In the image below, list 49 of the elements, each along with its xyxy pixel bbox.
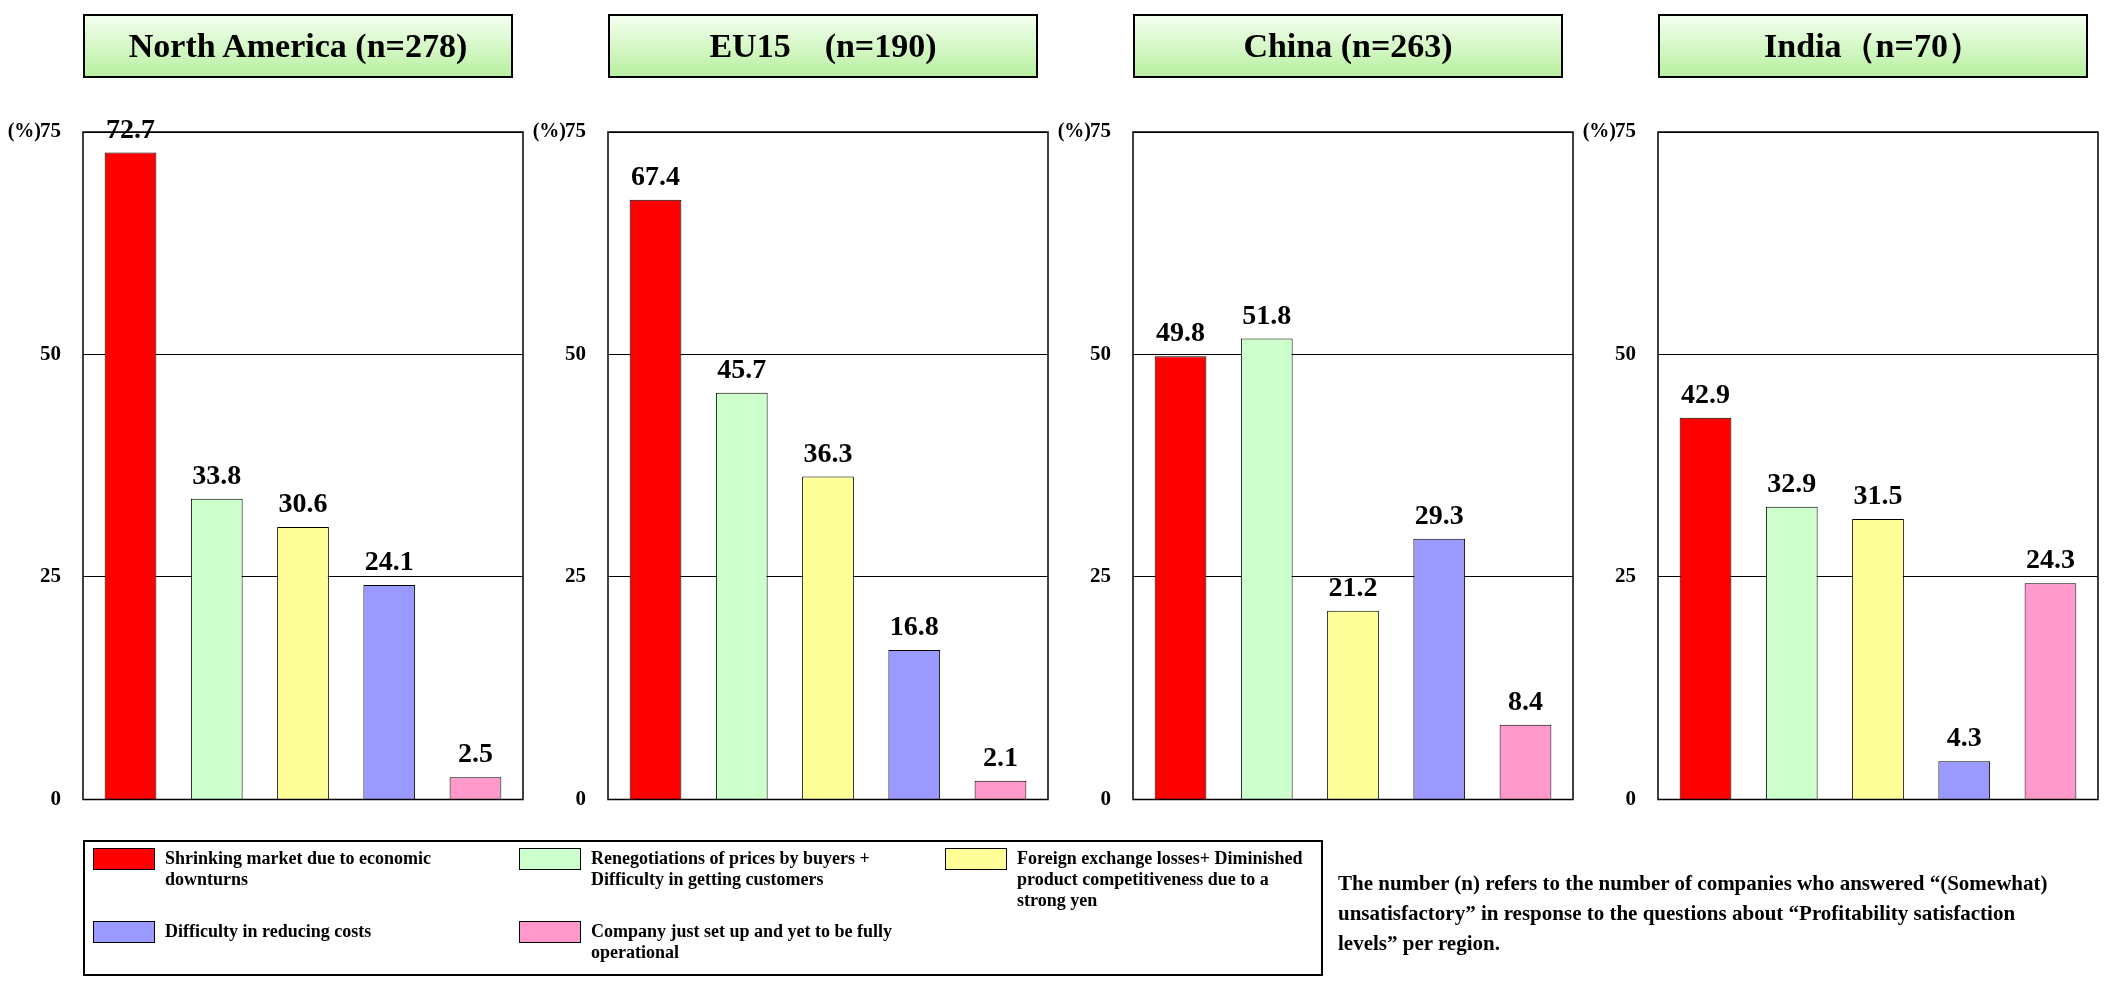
data-label: 42.9 (1681, 377, 1731, 409)
y-tick-label: 75 (40, 118, 61, 143)
y-tick-label: 75 (1090, 118, 1111, 143)
data-label: 67.4 (631, 159, 681, 191)
data-label: 29.3 (1414, 498, 1464, 530)
chart-title: India（n=70） (1658, 14, 2088, 78)
data-label: 36.3 (803, 436, 853, 468)
y-tick-label: 0 (1100, 785, 1111, 810)
data-label: 24.1 (364, 545, 414, 577)
legend-label: Shrinking market due to economic downturns (165, 848, 432, 890)
legend-label: Difficulty in reducing costs (165, 920, 372, 942)
data-label: 30.6 (278, 487, 328, 519)
data-label: 8.4 (1507, 684, 1543, 716)
y-axis-title: (%) (1582, 119, 1616, 143)
y-tick-label: 25 (40, 563, 61, 588)
y-tick-label: 0 (575, 785, 586, 810)
data-label: 4.3 (1946, 721, 1982, 753)
y-tick-label: 50 (1615, 340, 1636, 365)
data-label: 24.3 (2025, 543, 2075, 575)
data-label: 16.8 (889, 610, 939, 642)
data-label: 51.8 (1242, 298, 1292, 330)
data-label: 31.5 (1853, 479, 1903, 511)
text: The number (n) refers to the number of companies who answered “(Somewhat) unsatisfactory” in response to the questions about “Profitability satisfaction levels” per region. (1338, 870, 2049, 957)
chart-title: China (n=263) (1133, 14, 1563, 78)
data-label: 32.9 (1767, 466, 1817, 498)
y-tick-label: 25 (1090, 563, 1111, 588)
chart-title: North America (n=278) (83, 14, 513, 78)
y-tick-label: 50 (40, 340, 61, 365)
y-axis-title: (%) (7, 119, 41, 143)
y-tick-label: 0 (50, 785, 61, 810)
y-tick-label: 75 (1615, 118, 1636, 143)
legend-label: Company just set up and yet to be fully operational (591, 920, 894, 963)
y-tick-label: 25 (1615, 563, 1636, 588)
legend-label: Renegotiations of prices by buyers + Difficulty in getting customers (591, 848, 871, 890)
y-axis-title: (%) (532, 119, 566, 143)
data-label: 2.5 (457, 737, 493, 769)
y-tick-label: 75 (565, 118, 586, 143)
data-label: 49.8 (1156, 316, 1206, 348)
legend-label: Foreign exchange losses+ Diminished product competitiveness due to a strong yen (1017, 848, 1304, 911)
y-axis-title: (%) (1057, 119, 1091, 143)
chart-title: EU15 (n=190) (608, 14, 1038, 78)
data-label: 2.1 (982, 740, 1018, 772)
data-label: 45.7 (717, 352, 767, 384)
y-tick-label: 50 (1090, 340, 1111, 365)
y-tick-label: 0 (1625, 785, 1636, 810)
data-label: 33.8 (192, 458, 242, 490)
y-tick-label: 50 (565, 340, 586, 365)
data-label: 21.2 (1328, 570, 1378, 602)
y-tick-label: 25 (565, 563, 586, 588)
